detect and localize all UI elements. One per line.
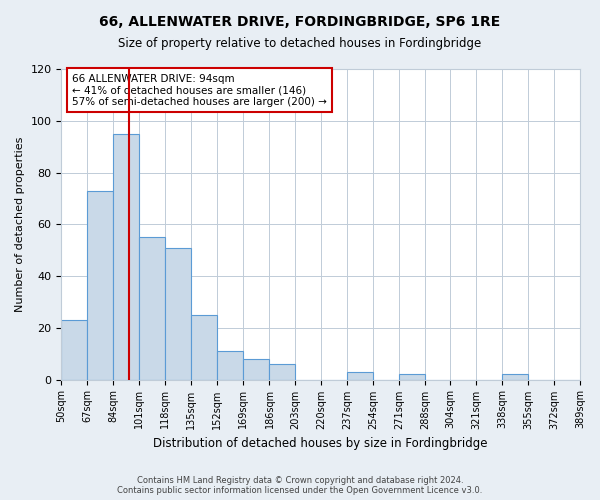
Bar [139, 237, 166, 380]
Bar [217, 351, 244, 380]
Text: 66 ALLENWATER DRIVE: 94sqm
← 41% of detached houses are smaller (146)
57% of sem: 66 ALLENWATER DRIVE: 94sqm ← 41% of deta… [72, 74, 326, 107]
Bar [347, 372, 373, 380]
Bar [61, 320, 88, 380]
Bar [88, 190, 113, 380]
Bar [113, 134, 139, 380]
Bar [400, 374, 425, 380]
Text: 66, ALLENWATER DRIVE, FORDINGBRIDGE, SP6 1RE: 66, ALLENWATER DRIVE, FORDINGBRIDGE, SP6… [100, 15, 500, 29]
X-axis label: Distribution of detached houses by size in Fordingbridge: Distribution of detached houses by size … [154, 437, 488, 450]
Text: Size of property relative to detached houses in Fordingbridge: Size of property relative to detached ho… [118, 38, 482, 51]
Bar [502, 374, 528, 380]
Bar [244, 359, 269, 380]
Bar [191, 315, 217, 380]
Y-axis label: Number of detached properties: Number of detached properties [15, 136, 25, 312]
Bar [166, 248, 191, 380]
Bar [269, 364, 295, 380]
Text: Contains HM Land Registry data © Crown copyright and database right 2024.
Contai: Contains HM Land Registry data © Crown c… [118, 476, 482, 495]
